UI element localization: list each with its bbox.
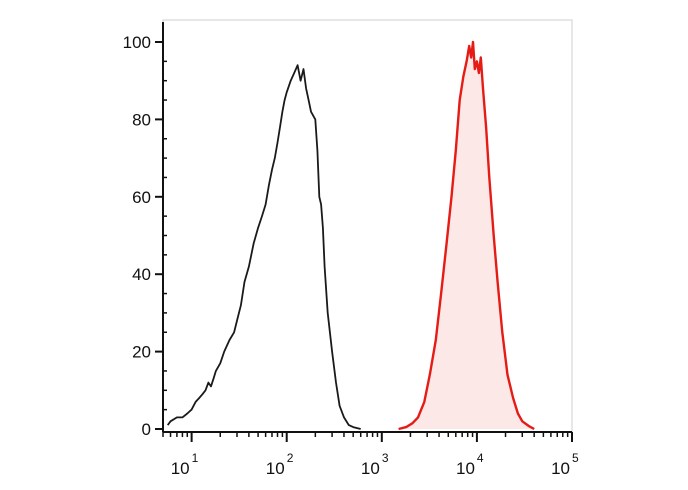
y-tick-label: 40 <box>132 265 151 284</box>
y-tick-label: 100 <box>123 33 151 52</box>
y-tick-label: 0 <box>142 420 151 439</box>
x-tick-label-exponent: 2 <box>287 451 294 465</box>
x-tick-label-exponent: 4 <box>477 451 484 465</box>
series-1-line <box>398 40 535 431</box>
series-layer <box>166 40 535 431</box>
y-tick-label: 20 <box>132 343 151 362</box>
series-1-fill <box>398 42 535 429</box>
plot-frame <box>162 19 573 433</box>
x-tick-label-base: 10 <box>361 459 380 478</box>
x-tick-label-base: 10 <box>551 459 570 478</box>
x-tick-label-exponent: 5 <box>572 451 579 465</box>
y-tick-label: 60 <box>132 188 151 207</box>
x-tick-label-base: 10 <box>266 459 285 478</box>
series-0-line <box>166 64 361 430</box>
x-tick-label-base: 10 <box>456 459 475 478</box>
y-tick-label: 80 <box>132 110 151 129</box>
x-tick-label-exponent: 3 <box>382 451 389 465</box>
x-tick-label-base: 10 <box>171 459 190 478</box>
x-tick-label-exponent: 1 <box>192 451 199 465</box>
